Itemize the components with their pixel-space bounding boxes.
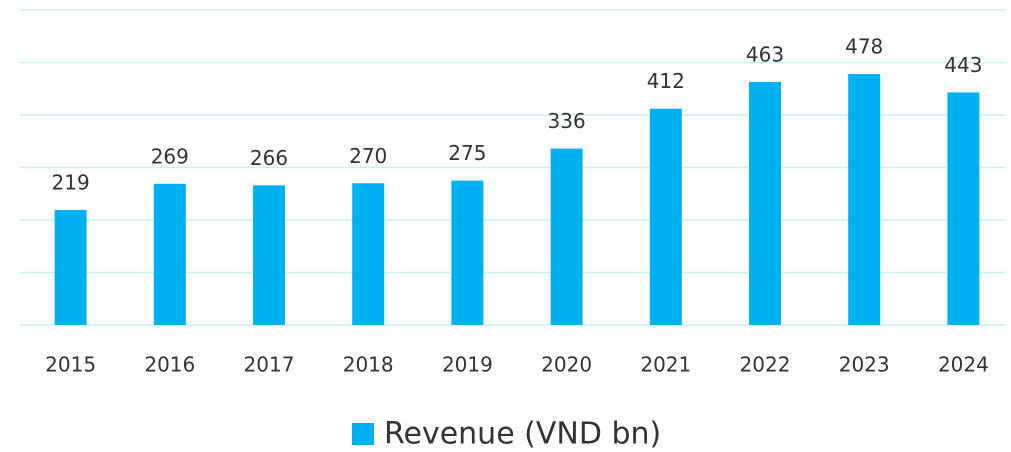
value-label: 463: [746, 42, 784, 66]
bar: [947, 92, 980, 325]
value-label: 478: [845, 35, 883, 59]
x-tick-label: 2022: [740, 353, 791, 377]
x-tick-label: 2016: [144, 353, 195, 377]
x-tick-label: 2023: [839, 353, 890, 377]
bar: [649, 108, 682, 325]
legend-label: Revenue (VND bn): [384, 417, 661, 452]
bar: [54, 210, 87, 325]
value-label: 269: [151, 144, 189, 168]
value-label: 443: [944, 53, 982, 77]
x-tick-label: 2024: [938, 353, 989, 377]
value-label: 275: [448, 141, 486, 165]
bar: [253, 185, 285, 325]
bar: [451, 180, 484, 325]
value-label: 266: [250, 146, 288, 170]
x-tick-label: 2019: [442, 353, 493, 377]
x-tick-label: 2015: [45, 353, 96, 377]
x-tick-label: 2018: [343, 353, 394, 377]
bar: [848, 74, 881, 325]
bar: [550, 148, 583, 325]
value-label: 336: [548, 109, 586, 133]
value-label: 412: [647, 69, 685, 93]
bar: [352, 183, 385, 325]
x-tick-label: 2017: [244, 353, 295, 377]
x-tick-label: 2020: [541, 353, 592, 377]
bar: [153, 183, 186, 325]
value-label: 270: [349, 144, 387, 168]
value-label: 219: [52, 171, 90, 195]
legend-swatch: [352, 423, 374, 445]
x-tick-label: 2021: [640, 353, 691, 377]
bar: [749, 81, 781, 325]
